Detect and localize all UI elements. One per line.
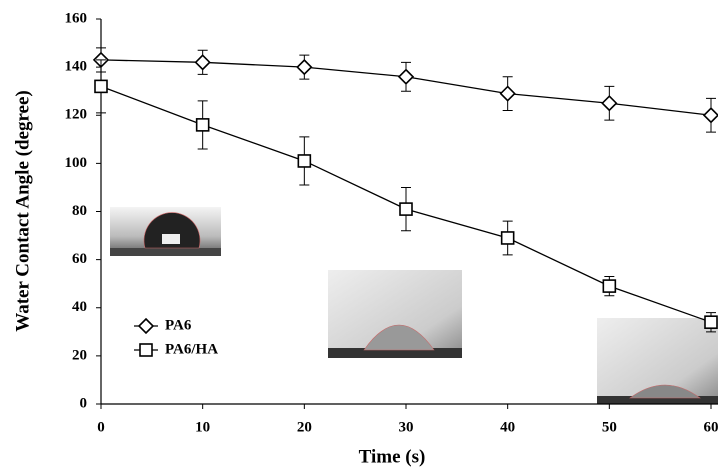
- data-point: [94, 79, 108, 94]
- legend-label: PA6: [165, 317, 192, 333]
- x-tick-label: 60: [704, 419, 718, 435]
- y-tick-label: 0: [80, 395, 88, 411]
- y-tick-label: 60: [72, 251, 87, 267]
- data-point: [499, 85, 516, 102]
- data-point: [704, 315, 718, 329]
- data-point: [399, 202, 413, 216]
- data-point: [194, 54, 211, 71]
- legend-label: PA6/HA: [165, 341, 218, 357]
- x-tick-label: 20: [297, 419, 312, 435]
- data-point: [601, 95, 618, 112]
- x-tick-label: 0: [97, 419, 105, 435]
- y-tick-label: 20: [72, 347, 87, 363]
- y-tick-label: 80: [72, 203, 87, 219]
- y-tick-label: 140: [65, 59, 88, 75]
- data-point: [195, 118, 210, 132]
- x-tick-label: 30: [399, 419, 414, 435]
- y-tick-label: 40: [72, 299, 87, 315]
- y-tick-label: 120: [65, 107, 88, 123]
- x-tick-label: 10: [195, 419, 210, 435]
- x-axis-title: Time (s): [359, 446, 426, 467]
- data-point: [602, 279, 617, 293]
- data-point: [297, 154, 312, 168]
- inset-images: [110, 207, 718, 404]
- y-tick-label: 160: [65, 10, 88, 26]
- data-point: [702, 107, 718, 124]
- legend-marker: [137, 317, 155, 335]
- y-tick-label: 100: [65, 155, 88, 171]
- data-point: [296, 58, 313, 76]
- legend-marker: [139, 343, 153, 357]
- data-point: [397, 68, 415, 85]
- x-tick-label: 40: [500, 419, 515, 435]
- data-point: [500, 231, 515, 245]
- x-tick-label: 50: [602, 419, 617, 435]
- y-axis-title: Water Contact Angle (degree): [12, 90, 33, 332]
